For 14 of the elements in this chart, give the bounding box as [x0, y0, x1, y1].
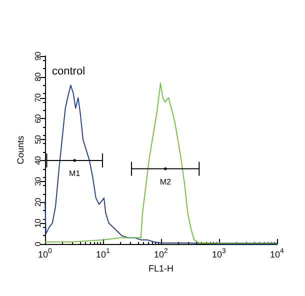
y-tick-label: 80	[34, 72, 42, 82]
y-tick-label: 70	[34, 92, 42, 102]
y-tick-label: 60	[34, 114, 42, 124]
y-tick-label: 50	[34, 134, 42, 144]
y-tick-label: 20	[34, 197, 42, 207]
annotation: control	[52, 66, 86, 78]
y-tick-label: 10	[34, 218, 42, 228]
data-label: M2	[160, 177, 172, 186]
y-axis-title: Counts	[16, 135, 26, 164]
data-label: M1	[69, 168, 81, 178]
y-tick-label: 90	[34, 51, 42, 60]
x-axis-title: FL1-H	[148, 263, 174, 274]
y-tick-label: 40	[34, 155, 42, 165]
y-tick-label: 30	[34, 176, 42, 186]
